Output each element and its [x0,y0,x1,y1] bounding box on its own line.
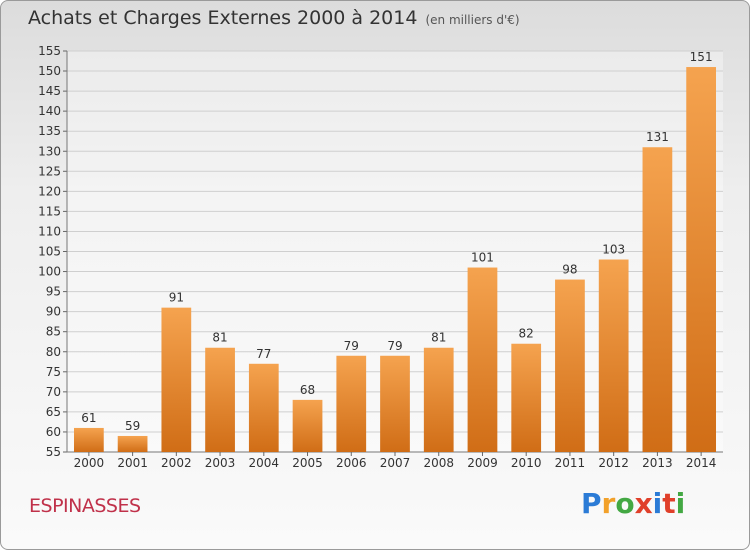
x-tick-label: 2013 [642,456,673,470]
y-tick-label: 80 [46,345,61,359]
y-tick-label: 70 [46,385,61,399]
logo-letter: P [581,487,602,520]
x-tick-label: 2012 [598,456,629,470]
bar [205,347,235,452]
bar [248,363,279,452]
logo-letter: t [662,487,676,520]
bar-value-label: 79 [344,339,359,353]
x-tick-label: 2003 [205,456,236,470]
bar [380,355,410,452]
bar-value-label: 77 [256,347,271,361]
logo-letter: i [652,487,663,520]
x-tick-label: 2000 [74,456,105,470]
y-tick-label: 120 [38,184,61,198]
bar [161,307,192,452]
chart-title: Achats et Charges Externes 2000 à 2014 (e… [28,7,520,29]
bar-value-label: 81 [431,331,446,345]
x-tick-label: 2011 [555,456,586,470]
bar-value-label: 68 [300,383,315,397]
y-tick-label: 100 [38,265,61,279]
y-tick-label: 155 [38,44,61,58]
x-tick-label: 2004 [249,456,280,470]
y-tick-label: 125 [38,164,61,178]
y-tick-label: 65 [46,405,61,419]
y-tick-label: 130 [38,144,61,158]
y-tick-label: 110 [38,224,61,238]
bar-value-label: 59 [125,419,140,433]
bar [423,347,454,452]
y-tick-label: 105 [38,245,61,259]
logo-letter: o [615,487,635,520]
x-tick-label: 2010 [511,456,542,470]
bar [555,279,585,452]
y-tick-label: 60 [46,425,61,439]
commune-name: ESPINASSES [29,495,141,517]
y-tick-label: 55 [46,445,61,459]
bar [686,67,717,452]
bar [292,399,323,452]
x-tick-label: 2002 [161,456,192,470]
bar-value-label: 101 [471,251,494,265]
x-tick-label: 2005 [292,456,323,470]
bar-value-label: 81 [212,331,227,345]
bar-value-label: 151 [690,50,713,64]
bar [642,147,673,453]
y-tick-label: 145 [38,84,61,98]
x-tick-label: 2008 [423,456,454,470]
logo-letter: i [675,487,686,520]
bar [467,267,498,452]
x-tick-label: 2006 [336,456,367,470]
y-tick-label: 140 [38,104,61,118]
chart-subtitle: (en milliers d'€) [425,13,520,27]
y-tick-label: 90 [46,305,61,319]
bar [511,343,542,452]
bar-value-label: 103 [602,243,625,257]
bar-value-label: 98 [562,263,577,277]
bar-value-label: 82 [519,327,534,341]
chart-title-text: Achats et Charges Externes 2000 à 2014 [28,7,418,29]
bar [598,259,629,452]
bar-value-label: 79 [387,339,402,353]
x-tick-label: 2007 [380,456,411,470]
logo-letter: x [634,487,653,520]
y-tick-label: 95 [46,285,61,299]
y-tick-label: 135 [38,124,61,138]
y-tick-label: 85 [46,325,61,339]
bar [73,427,104,452]
x-tick-label: 2001 [117,456,148,470]
bar-value-label: 131 [646,130,669,144]
bar [117,435,148,452]
x-tick-label: 2009 [467,456,498,470]
y-tick-label: 115 [38,204,61,218]
bar-value-label: 61 [81,411,96,425]
bar [336,355,367,452]
y-tick-label: 75 [46,365,61,379]
logo-letter: r [601,487,616,520]
bar-value-label: 91 [169,291,184,305]
y-tick-label: 150 [38,64,61,78]
proxiti-logo: Proxiti [581,487,685,520]
x-tick-label: 2014 [686,456,717,470]
